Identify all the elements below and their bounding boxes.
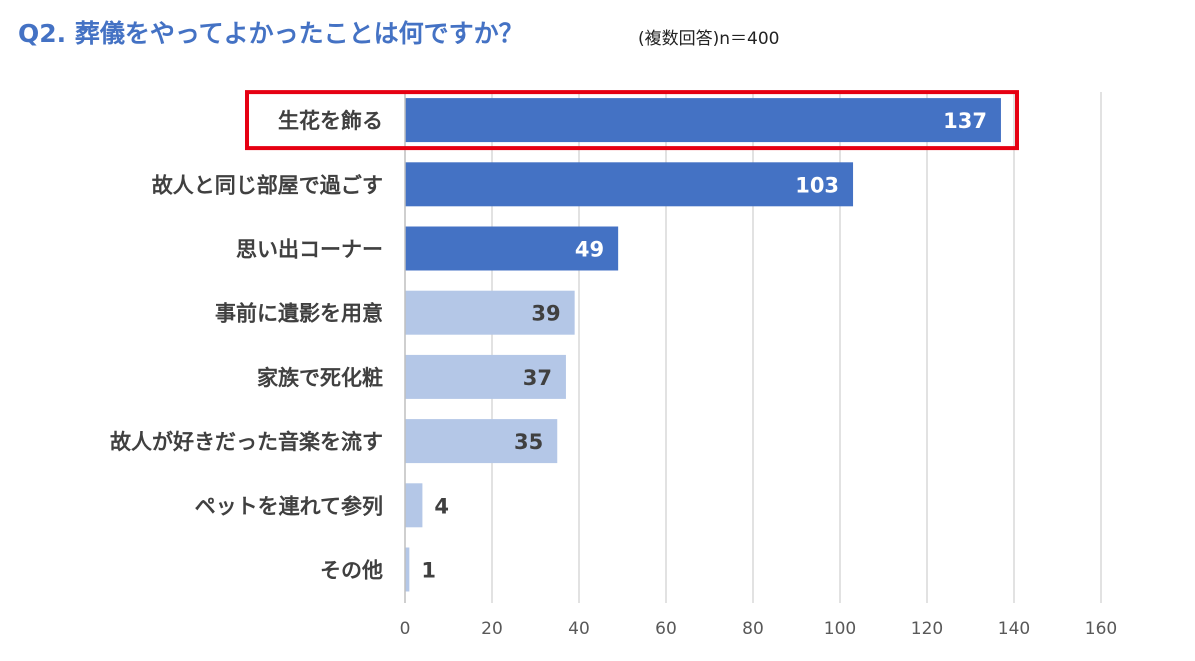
data-label: 49 xyxy=(575,238,604,262)
data-label: 103 xyxy=(795,173,839,197)
tick-label: 160 xyxy=(1085,619,1117,639)
bar xyxy=(405,162,854,207)
tick-label: 0 xyxy=(400,619,411,639)
category-label: その他 xyxy=(320,559,383,583)
bar xyxy=(405,354,566,399)
bar xyxy=(405,419,558,464)
chart-subtitle: (複数回答)n＝400 xyxy=(638,29,780,49)
tick-label: 80 xyxy=(742,619,764,639)
category-label: 故人が好きだった音楽を流す xyxy=(110,430,383,454)
tick-label: 140 xyxy=(998,619,1030,639)
highlight-box xyxy=(245,90,1019,151)
bar xyxy=(405,226,619,271)
category-label: 事前に遺影を用意 xyxy=(215,302,383,326)
category-label: 家族で死化粧 xyxy=(257,366,383,390)
bar xyxy=(405,547,410,592)
data-label: 37 xyxy=(523,366,552,390)
bar xyxy=(405,483,423,528)
data-label: 39 xyxy=(531,302,560,326)
category-label: 思い出コーナー xyxy=(236,238,383,262)
category-label: 故人と同じ部屋で過ごす xyxy=(152,173,383,197)
data-label: 137 xyxy=(943,109,987,133)
chart-title: Q2. 葬儀をやってよかったことは何ですか？ xyxy=(18,19,524,48)
data-label: 4 xyxy=(434,494,449,518)
tick-label: 20 xyxy=(481,619,503,639)
tick-label: 60 xyxy=(655,619,677,639)
data-label: 1 xyxy=(421,559,436,583)
tick-label: 120 xyxy=(911,619,943,639)
tick-label: 100 xyxy=(824,619,856,639)
category-label: ペットを連れて参列 xyxy=(195,494,383,518)
bar xyxy=(405,290,575,335)
bar xyxy=(405,98,1001,143)
data-label: 35 xyxy=(514,430,543,454)
category-label: 生花を飾る xyxy=(278,109,383,133)
tick-label: 40 xyxy=(568,619,590,639)
